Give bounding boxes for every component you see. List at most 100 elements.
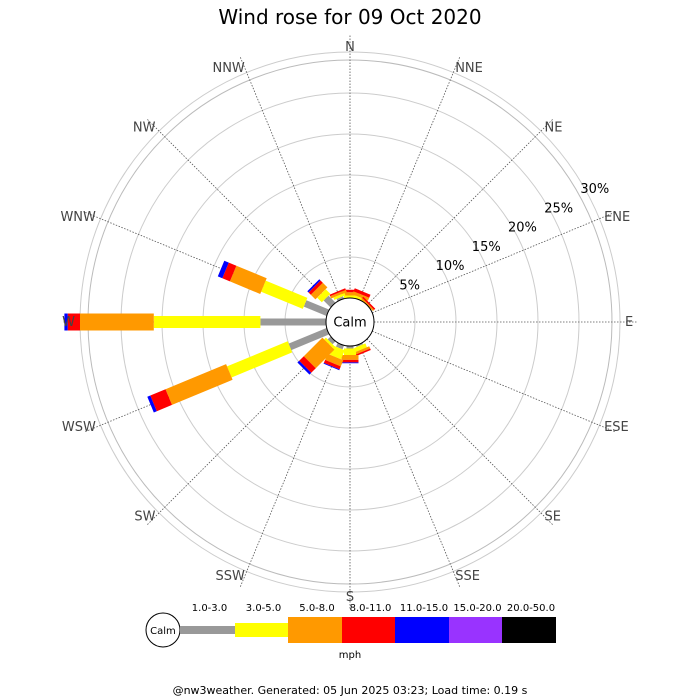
- bar-W-5.0-8.0: [80, 313, 154, 331]
- bar-NE-8.0-11.0: [362, 296, 376, 310]
- spoke-ENE: [372, 211, 616, 314]
- ring-label-6: 30%: [580, 182, 609, 197]
- bar-W-8.0-11.0: [67, 313, 80, 331]
- direction-label-NE: NE: [545, 121, 563, 136]
- ring-label-4: 20%: [508, 221, 537, 236]
- bar-SSW-8.0-11.0: [323, 359, 341, 370]
- bar-NW-11.0-15.0: [307, 279, 321, 293]
- direction-label-W: W: [62, 315, 75, 330]
- bar-SSW-5.0-8.0: [325, 353, 344, 367]
- footer-text: @nw3weather. Generated: 05 Jun 2025 03:2…: [172, 684, 528, 697]
- bar-S-3.0-5.0: [344, 348, 356, 355]
- legend-swatch-5.0-8.0: [288, 617, 342, 643]
- spoke-NW: [146, 118, 334, 306]
- bar-NE-5.0-8.0: [361, 297, 375, 311]
- bar-NW-5.0-8.0: [310, 282, 328, 300]
- direction-label-E: E: [625, 315, 633, 330]
- ring-label-3: 15%: [472, 240, 501, 255]
- bar-W-1.0-3.0: [260, 318, 326, 326]
- legend-swatch-20.0-50.0: [502, 617, 556, 643]
- legend-label-8.0-11.0: 8.0-11.0: [350, 603, 392, 614]
- direction-label-WSW: WSW: [62, 420, 96, 435]
- bar-NNW-5.0-8.0: [330, 289, 347, 299]
- spoke-SSE: [358, 344, 461, 588]
- direction-label-NNE: NNE: [455, 61, 483, 76]
- spoke-SE: [366, 338, 554, 526]
- spoke-WNW: [84, 211, 328, 314]
- bar-WSW-3.0-5.0: [227, 341, 293, 378]
- spoke-SSW: [239, 344, 342, 588]
- legend-label-3.0-5.0: 3.0-5.0: [246, 603, 281, 614]
- calm-label: Calm: [333, 316, 366, 331]
- legend-swatch-3.0-5.0: [235, 623, 288, 637]
- direction-label-SSW: SSW: [215, 569, 245, 584]
- chart-title: Wind rose for 09 Oct 2020: [218, 5, 482, 29]
- bar-S-1.0-3.0: [346, 346, 354, 349]
- bar-SW-1.0-3.0: [327, 336, 336, 345]
- legend-label-11.0-15.0: 11.0-15.0: [400, 603, 448, 614]
- direction-label-SW: SW: [134, 510, 155, 525]
- bar-SSW-11.0-15.0: [323, 362, 340, 371]
- bar-NNE-8.0-11.0: [353, 288, 371, 298]
- spoke-ESE: [372, 330, 616, 433]
- bar-NNW-8.0-11.0: [329, 288, 346, 297]
- legend-unit: mph: [339, 650, 361, 661]
- legend-swatch-11.0-15.0: [395, 617, 449, 643]
- calm-circle: [325, 297, 375, 347]
- bar-WNW-3.0-5.0: [261, 280, 308, 309]
- bar-WSW-11.0-15.0: [147, 395, 157, 413]
- bar-S-11.0-15.0: [341, 362, 359, 364]
- ring-label-2: 10%: [436, 259, 465, 274]
- direction-label-SE: SE: [545, 510, 561, 525]
- bar-WNW-8.0-11.0: [222, 262, 237, 282]
- spoke-NNW: [239, 56, 342, 300]
- bar-NNW-1.0-3.0: [336, 296, 344, 302]
- bar-WNW-11.0-15.0: [217, 260, 229, 279]
- bar-WSW-5.0-8.0: [165, 364, 233, 405]
- legend-label-20.0-50.0: 20.0-50.0: [507, 603, 555, 614]
- bar-N-3.0-5.0: [344, 295, 356, 298]
- bar-S-5.0-8.0: [341, 355, 359, 360]
- bar-NNW-3.0-5.0: [333, 293, 346, 300]
- legend-swatch-15.0-20.0: [449, 617, 502, 643]
- wind-bars: [64, 260, 376, 413]
- direction-label-NNW: NNW: [212, 61, 244, 76]
- legend-label-5.0-8.0: 5.0-8.0: [299, 603, 334, 614]
- legend-label-15.0-20.0: 15.0-20.0: [453, 603, 501, 614]
- bar-W-3.0-5.0: [153, 316, 261, 328]
- ring-labels: 5% 10% 15% 20% 25% 30%: [399, 182, 609, 293]
- direction-label-WNW: WNW: [60, 210, 96, 225]
- legend-swatch-8.0-11.0: [342, 617, 395, 643]
- bar-WNW-1.0-3.0: [303, 300, 330, 316]
- bar-SW-5.0-8.0: [303, 337, 335, 369]
- spoke-NNE: [358, 56, 461, 300]
- direction-label-N: N: [345, 40, 355, 55]
- legend-label-1.0-3.0: 1.0-3.0: [192, 603, 227, 614]
- bar-SW-3.0-5.0: [324, 337, 335, 348]
- bar-SSW-1.0-3.0: [336, 342, 344, 350]
- bar-SSE-3.0-5.0: [354, 343, 367, 352]
- spoke-WSW: [84, 330, 328, 433]
- bar-SW-8.0-11.0: [299, 356, 316, 373]
- direction-label-ENE: ENE: [604, 210, 630, 225]
- direction-label-S: S: [346, 590, 354, 605]
- spoke-NE: [366, 118, 554, 306]
- legend-swatch-1.0-3.0: [180, 626, 235, 634]
- bar-SW-11.0-15.0: [297, 360, 312, 375]
- bar-SSE-1.0-3.0: [356, 342, 363, 347]
- speed-legend: Calm 1.0-3.0 3.0-5.0 5.0-8.0 8.0-11.0 11.0-15…: [145, 603, 556, 661]
- bar-NW-1.0-3.0: [323, 295, 336, 308]
- direction-label-NW: NW: [133, 121, 156, 136]
- ring-label-1: 5%: [399, 279, 420, 294]
- legend-calm-label: Calm: [150, 626, 176, 637]
- spoke-SW: [146, 338, 334, 526]
- bar-WSW-8.0-11.0: [150, 389, 172, 412]
- bar-SSE-8.0-11.0: [354, 348, 371, 357]
- bar-SSE-5.0-8.0: [353, 346, 371, 355]
- bar-WNW-5.0-8.0: [229, 265, 267, 294]
- bar-NW-8.0-11.0: [308, 280, 323, 295]
- direction-label-ESE: ESE: [604, 420, 629, 435]
- ring-label-5: 25%: [544, 202, 573, 217]
- bar-W-11.0-15.0: [64, 313, 68, 331]
